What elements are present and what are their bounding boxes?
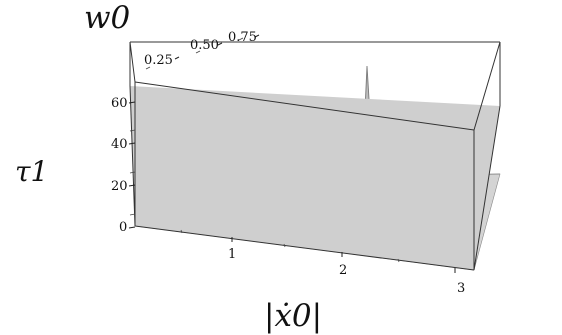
z-tick-40-mark [128,142,136,145]
x-minor-2 [283,243,286,248]
z-tick-60-mark [128,101,136,104]
surface-base [130,86,500,270]
box-layer [129,41,501,271]
y-tick-075-mark [254,34,260,38]
x-tick-3-label: 3 [457,281,465,296]
box-right-bottom-edge [473,105,501,271]
z-tick-0-label: 0 [119,220,127,235]
x-minor-3 [397,258,400,263]
z-minor-2 [129,171,136,174]
box-front-bottom-edge [134,225,475,271]
axis-label-w0: w0 [84,0,130,36]
axis-labels-layer: w0 τ1 |ẋ0| [15,0,322,334]
z-minor-1 [129,213,136,216]
x-tick-1-label: 1 [228,247,236,262]
y-tick-050-label: 0.50 [190,38,219,53]
z-tick-20-label: 20 [111,179,128,194]
tick-layer: 0 20 40 60 0.25 0.50 0.75 1 2 3 [111,30,465,296]
y-tick-050-mark [217,42,223,46]
box-left-top-edge [129,41,136,83]
axis-label-xdot: |ẋ0| [264,298,322,334]
box-left-bottom-edge [129,85,136,227]
box-front-top-edge [134,81,475,131]
z-tick-20-mark [128,184,136,187]
z-tick-60-label: 60 [111,96,128,111]
y-minor-2 [195,50,201,54]
y-tick-025-label: 0.25 [144,53,173,68]
x-minor-1 [180,229,183,234]
box-right-top-edge [473,41,501,131]
axis-label-tau1: τ1 [15,155,48,188]
y-tick-075-label: 0.75 [228,30,257,45]
y-tick-025-mark [174,56,180,60]
z-tick-0-mark [128,226,136,229]
z-tick-40-label: 40 [111,137,128,152]
x-tick-2-label: 2 [339,263,347,278]
z-minor-3 [129,129,136,132]
y-minor-3 [238,37,244,41]
y-minor-1 [145,66,151,70]
